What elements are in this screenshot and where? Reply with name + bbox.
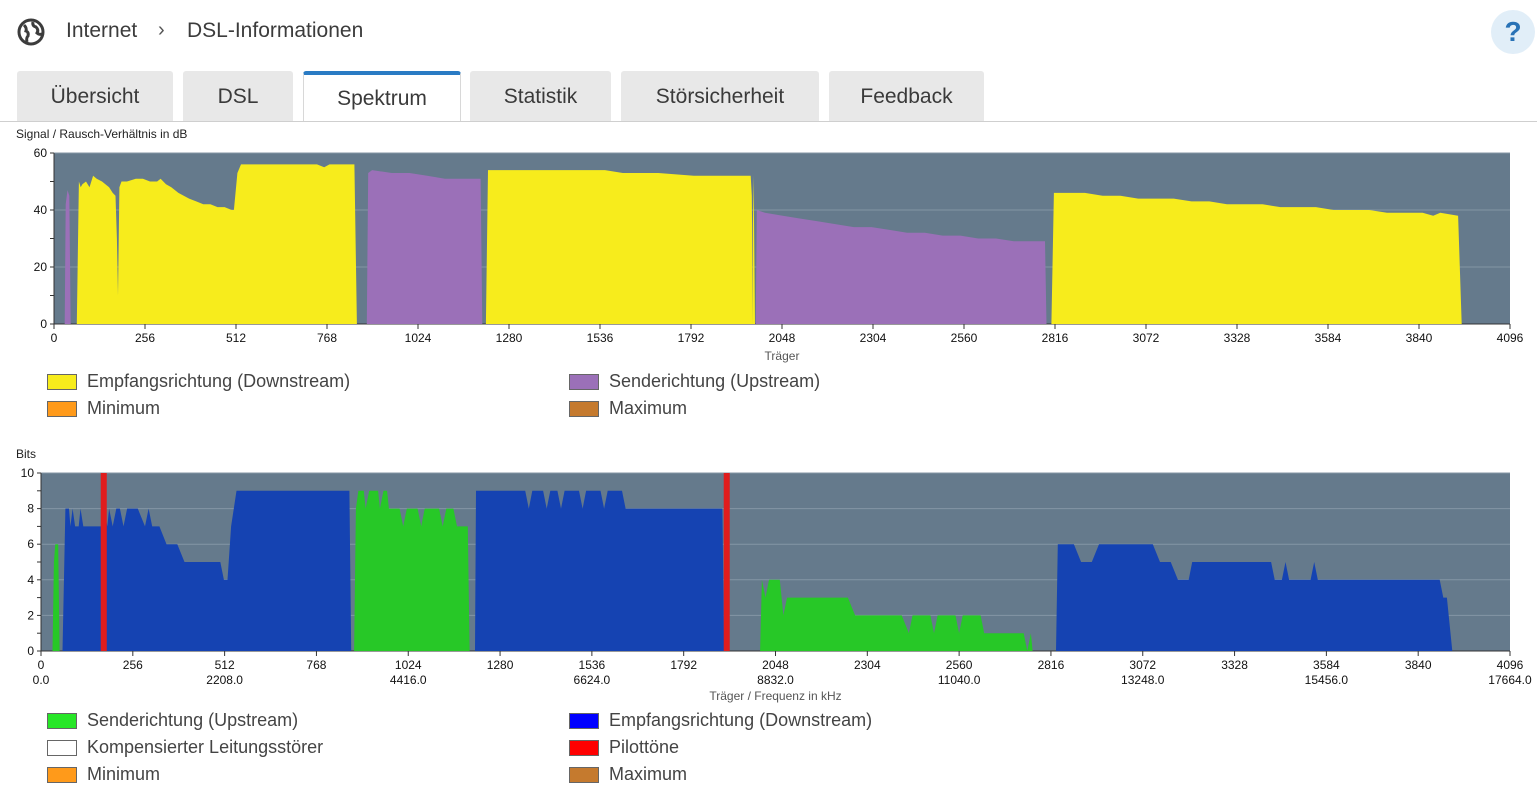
- x-tick-label: 2560: [951, 331, 978, 345]
- x-tick-label: 3584: [1315, 331, 1342, 345]
- legend-swatch: [47, 374, 77, 390]
- legend-label: Maximum: [609, 398, 688, 418]
- bits-legend: Senderichtung (Upstream) Empfangsrichtun…: [47, 710, 947, 784]
- y-tick-label: 40: [34, 203, 48, 217]
- legend-label: Maximum: [609, 764, 688, 784]
- legend-label: Empfangsrichtung (Downstream): [87, 371, 351, 391]
- x-tick-label: 2816: [1042, 331, 1069, 345]
- legend-label: Minimum: [87, 764, 161, 784]
- legend-swatch: [569, 401, 599, 417]
- legend-label: Empfangsrichtung (Downstream): [609, 710, 873, 730]
- tab-stoersicherheit[interactable]: Störsicherheit: [621, 71, 819, 121]
- x-tick-label: 256: [135, 331, 155, 345]
- legend-swatch: [569, 740, 599, 756]
- breadcrumb-root-link[interactable]: Internet: [66, 19, 138, 42]
- legend-label: Pilottöne: [609, 737, 680, 757]
- legend-label: Minimum: [87, 398, 161, 418]
- series-area-1: [64, 170, 1047, 324]
- snr-chart-title: Signal / Rausch-Verhältnis in dB: [16, 127, 188, 141]
- tab-divider: [0, 121, 1537, 122]
- tab-bar: Übersicht DSL Spektrum Statistik Störsic…: [0, 71, 1537, 123]
- x-tick-label: 3840: [1406, 331, 1433, 345]
- tab-statistik[interactable]: Statistik: [470, 71, 611, 121]
- legend-label: Senderichtung (Upstream): [87, 710, 299, 730]
- x-tick-label: 1280: [496, 331, 523, 345]
- breadcrumb-current: DSL-Informationen: [187, 19, 364, 42]
- legend-swatch: [47, 713, 77, 729]
- page-header: Internet › DSL-Informationen ?: [0, 0, 1537, 64]
- x-tick-label: 512: [226, 331, 246, 345]
- help-button[interactable]: ?: [1491, 10, 1535, 54]
- x-tick-label: 3328: [1224, 331, 1251, 345]
- x-tick-label: 3072: [1133, 331, 1160, 345]
- bits-chart-title: Bits: [16, 447, 37, 461]
- x-tick-label: 1024: [405, 331, 432, 345]
- y-tick-label: 0: [40, 317, 47, 331]
- x-tick-label: 1792: [678, 331, 705, 345]
- tab-uebersicht[interactable]: Übersicht: [17, 71, 173, 121]
- breadcrumb-separator-icon: ›: [158, 19, 165, 41]
- legend-label: Senderichtung (Upstream): [609, 371, 821, 391]
- legend-label: Kompensierter Leitungsstörer: [87, 737, 324, 757]
- x-tick-label: 2304: [860, 331, 887, 345]
- snr-legend: Empfangsrichtung (Downstream) Sendericht…: [47, 371, 947, 427]
- tab-dsl[interactable]: DSL: [183, 71, 293, 121]
- x-tick-label: 2048: [769, 331, 796, 345]
- legend-swatch: [47, 740, 77, 756]
- tab-spektrum[interactable]: Spektrum: [303, 71, 461, 121]
- y-tick-label: 60: [34, 146, 48, 160]
- x-tick-label: 1536: [587, 331, 614, 345]
- legend-swatch: [47, 401, 77, 417]
- series-area-0: [76, 164, 1462, 324]
- legend-swatch: [569, 713, 599, 729]
- x-tick-label: 0: [51, 331, 58, 345]
- legend-swatch: [47, 767, 77, 783]
- globe-icon: [17, 18, 45, 46]
- x-tick-label: 4096: [1497, 331, 1524, 345]
- x-tick-label: 768: [317, 331, 337, 345]
- tab-feedback[interactable]: Feedback: [829, 71, 984, 121]
- y-tick-label: 20: [34, 260, 48, 274]
- legend-swatch: [569, 767, 599, 783]
- legend-swatch: [569, 374, 599, 390]
- x-axis-label: Träger: [765, 349, 800, 363]
